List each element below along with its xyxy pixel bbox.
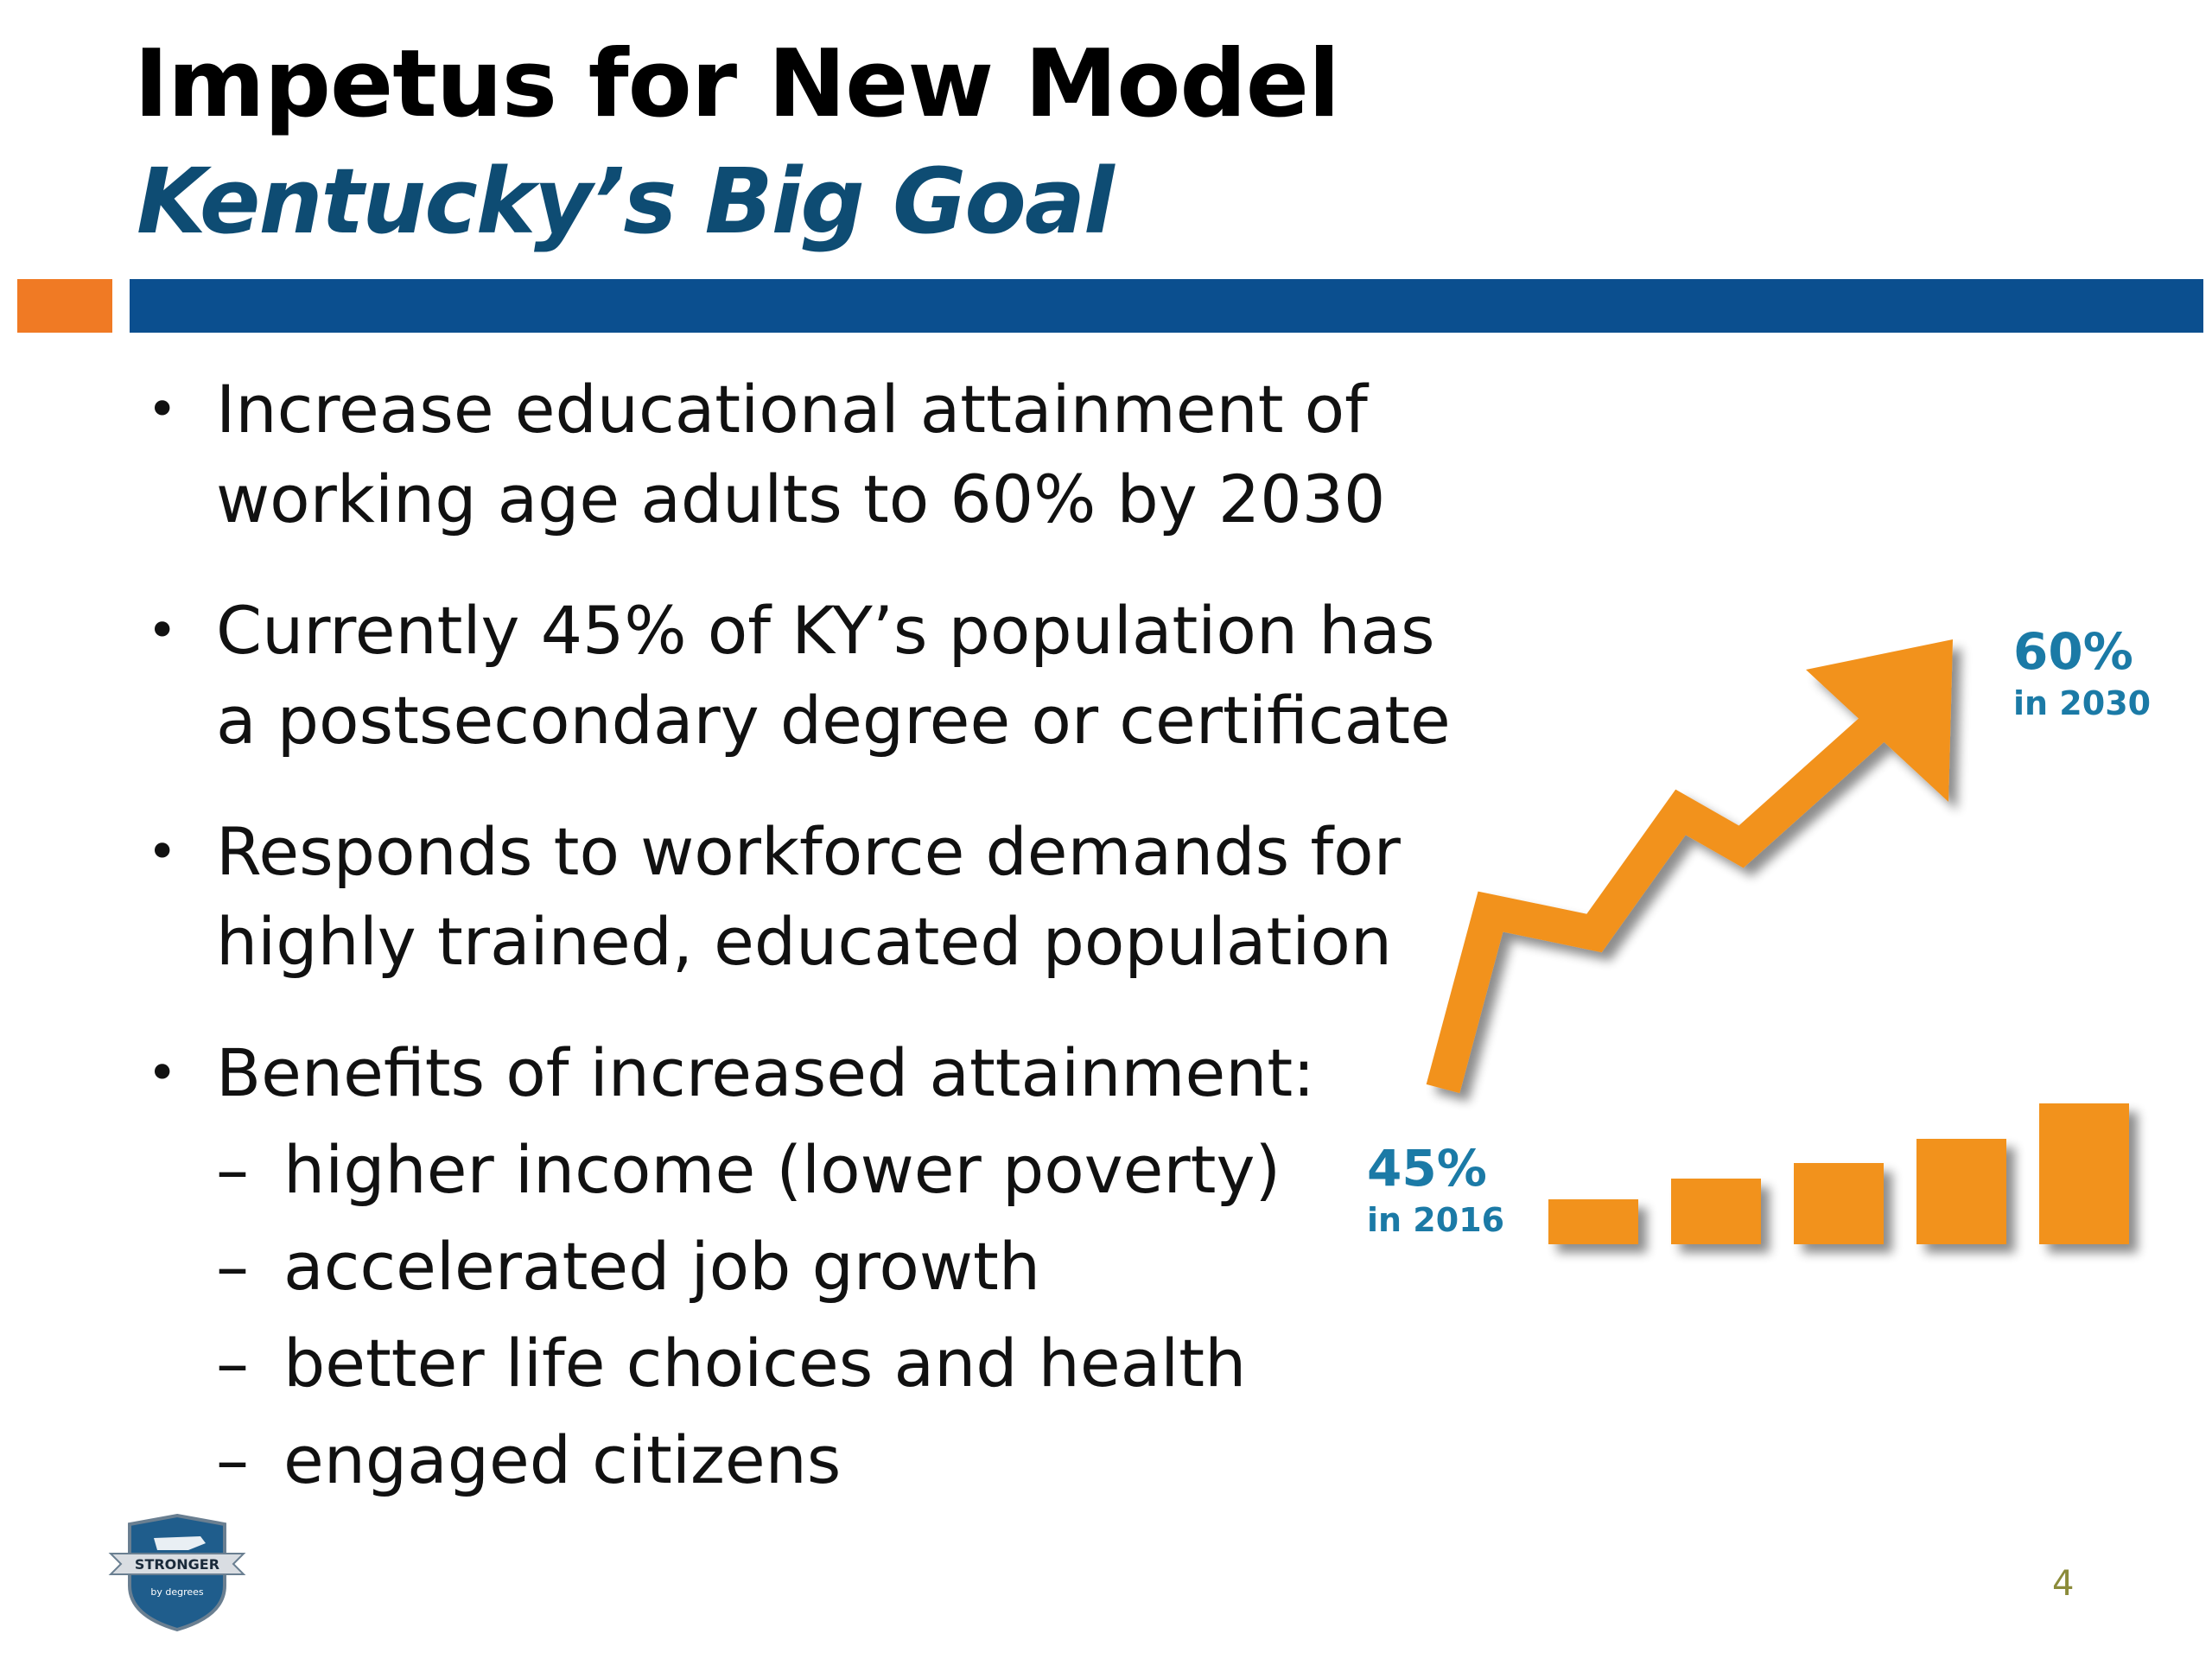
bullet-item: • Increase educational attainment of wor… bbox=[147, 365, 1486, 544]
accent-square bbox=[17, 279, 112, 333]
sub-bullet-item: – higher income (lower poverty) bbox=[216, 1125, 1486, 1215]
sub-bullet-text: engaged citizens bbox=[283, 1421, 842, 1498]
dash-icon: – bbox=[216, 1228, 249, 1305]
bullet-item: • Benefits of increased attainment: – hi… bbox=[147, 1028, 1486, 1505]
sub-bullet-item: – accelerated job growth bbox=[216, 1222, 1486, 1312]
slide-title: Impetus for New Model bbox=[134, 30, 1340, 138]
end-label: 60% in 2030 bbox=[2013, 626, 2151, 720]
start-label-value: 45% bbox=[1367, 1139, 1487, 1198]
logo-tagline: by degrees bbox=[150, 1586, 204, 1598]
bullet-item: • Responds to workforce demands for high… bbox=[147, 807, 1486, 987]
sub-bullet-item: – engaged citizens bbox=[216, 1415, 1486, 1505]
end-label-value: 60% bbox=[2013, 622, 2133, 681]
growth-bar bbox=[1916, 1139, 2006, 1244]
sub-bullet-text: higher income (lower poverty) bbox=[283, 1131, 1281, 1208]
sub-bullet-text: accelerated job growth bbox=[283, 1228, 1041, 1305]
page-number: 4 bbox=[2052, 1564, 2075, 1604]
growth-bar bbox=[1794, 1163, 1884, 1244]
bullet-dot-icon: • bbox=[147, 601, 178, 661]
slide-subtitle: Kentucky’s Big Goal bbox=[137, 149, 1115, 254]
growth-bar bbox=[1671, 1179, 1761, 1244]
kentucky-shield-logo-icon: STRONGER by degrees bbox=[108, 1513, 246, 1632]
dash-icon: – bbox=[216, 1325, 249, 1402]
bullet-dot-icon: • bbox=[147, 1043, 178, 1103]
bullet-item: • Currently 45% of KY’s population has a… bbox=[147, 586, 1486, 766]
bullet-list: • Increase educational attainment of wor… bbox=[147, 365, 1486, 1512]
end-label-caption: in 2030 bbox=[2013, 684, 2152, 722]
header-rule-bar bbox=[130, 279, 2203, 333]
bullet-dot-icon: • bbox=[147, 822, 178, 882]
sub-bullet-list: – higher income (lower poverty) – accele… bbox=[216, 1125, 1486, 1505]
bars-group bbox=[1548, 1103, 2129, 1244]
sub-bullet-text: better life choices and health bbox=[283, 1325, 1247, 1402]
dash-icon: – bbox=[216, 1421, 249, 1498]
bullet-text: Currently 45% of KY’s population has a p… bbox=[216, 592, 1451, 759]
growth-bar bbox=[1548, 1199, 1638, 1244]
start-label-caption: in 2016 bbox=[1367, 1201, 1505, 1239]
bullet-text: Increase educational attainment of worki… bbox=[216, 371, 1386, 537]
rising-arrow-icon bbox=[1426, 639, 1953, 1094]
growth-graphic bbox=[1426, 639, 2129, 1244]
start-label: 45% in 2016 bbox=[1367, 1143, 1504, 1236]
bullet-dot-icon: • bbox=[147, 379, 178, 440]
dash-icon: – bbox=[216, 1131, 249, 1208]
growth-bar bbox=[2039, 1103, 2129, 1244]
bullet-text: Benefits of increased attainment: bbox=[216, 1034, 1315, 1111]
logo-text: STRONGER bbox=[135, 1556, 219, 1573]
sub-bullet-item: – better life choices and health bbox=[216, 1319, 1486, 1408]
bullet-text: Responds to workforce demands for highly… bbox=[216, 813, 1401, 980]
